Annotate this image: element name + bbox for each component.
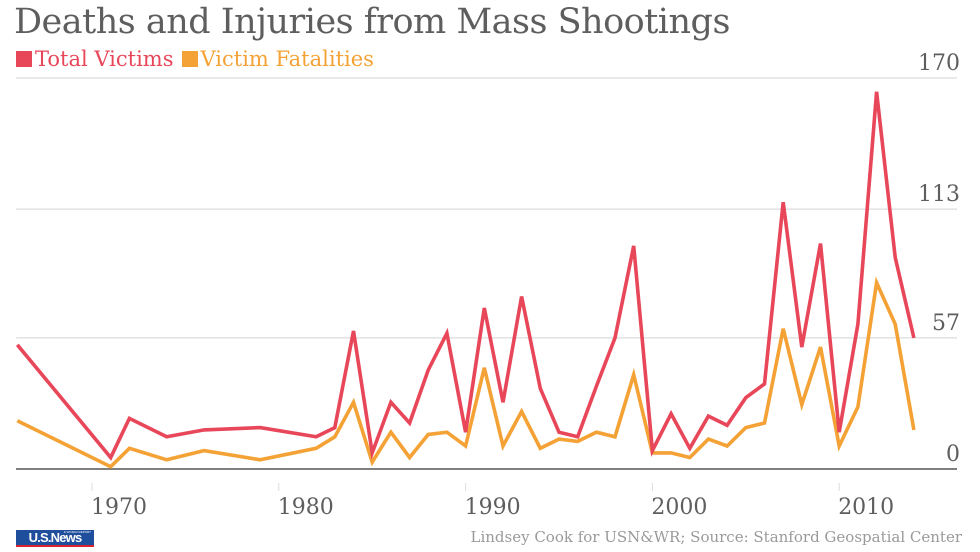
series-line-total-victims [15, 91, 916, 461]
y-tick-label: 113 [918, 182, 960, 207]
logo-subtext: & WORLD REPORT [63, 530, 91, 534]
x-tick-label: 1980 [278, 495, 334, 520]
y-axis-tick-labels: 0 57 113 170 [918, 51, 960, 467]
source-credit: Lindsey Cook for USN&WR; Source: Stanfor… [470, 528, 962, 546]
x-tick-label: 1970 [91, 495, 147, 520]
x-axis: 1970 1980 1990 2000 2010 [16, 468, 957, 520]
x-tick-label: 2000 [651, 495, 707, 520]
y-tick-label: 57 [932, 311, 960, 336]
y-tick-label: 170 [918, 51, 960, 76]
legend: Total Victims Victim Fatalities [16, 47, 382, 71]
legend-item-total-victims: Total Victims [16, 47, 174, 71]
x-tick-label: 2010 [838, 495, 894, 520]
chart-title: Deaths and Injuries from Mass Shootings [14, 2, 730, 42]
legend-item-victim-fatalities: Victim Fatalities [181, 47, 374, 71]
legend-swatch-victim-fatalities [181, 51, 198, 67]
series-lines [15, 91, 916, 469]
legend-label-victim-fatalities: Victim Fatalities [200, 47, 374, 71]
legend-label-total-victims: Total Victims [35, 47, 174, 71]
logo-text: U.S.News [28, 530, 83, 545]
usnews-logo: U.S.News & WORLD REPORT [16, 530, 94, 547]
y-tick-label: 0 [946, 442, 960, 467]
gridlines [16, 77, 957, 339]
series-line-victim-fatalities [16, 276, 916, 469]
x-tick-label: 1990 [465, 495, 521, 520]
legend-swatch-total-victims [16, 51, 32, 67]
